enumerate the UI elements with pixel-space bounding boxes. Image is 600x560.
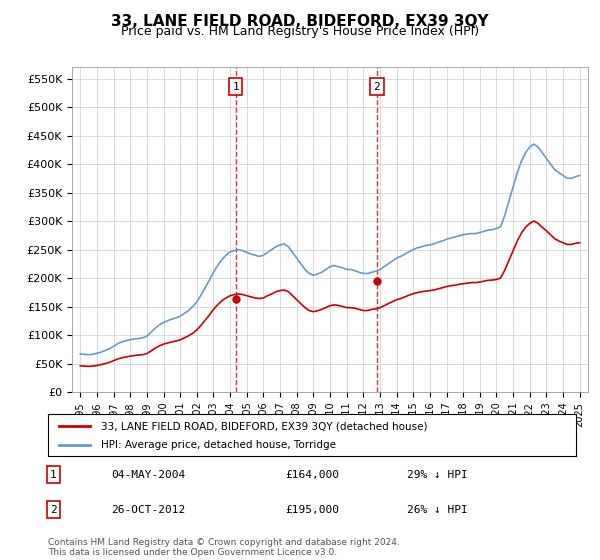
Text: 26-OCT-2012: 26-OCT-2012 xyxy=(112,505,185,515)
Text: 33, LANE FIELD ROAD, BIDEFORD, EX39 3QY: 33, LANE FIELD ROAD, BIDEFORD, EX39 3QY xyxy=(111,14,489,29)
Text: 2: 2 xyxy=(50,505,56,515)
Text: £164,000: £164,000 xyxy=(286,470,340,479)
Text: 1: 1 xyxy=(232,82,239,92)
Text: 29% ↓ HPI: 29% ↓ HPI xyxy=(407,470,468,479)
Text: 1: 1 xyxy=(50,470,56,479)
Text: 26% ↓ HPI: 26% ↓ HPI xyxy=(407,505,468,515)
Text: HPI: Average price, detached house, Torridge: HPI: Average price, detached house, Torr… xyxy=(101,440,336,450)
Text: £195,000: £195,000 xyxy=(286,505,340,515)
Text: Price paid vs. HM Land Registry's House Price Index (HPI): Price paid vs. HM Land Registry's House … xyxy=(121,25,479,38)
Text: Contains HM Land Registry data © Crown copyright and database right 2024.
This d: Contains HM Land Registry data © Crown c… xyxy=(48,538,400,557)
Text: 04-MAY-2004: 04-MAY-2004 xyxy=(112,470,185,479)
Text: 33, LANE FIELD ROAD, BIDEFORD, EX39 3QY (detached house): 33, LANE FIELD ROAD, BIDEFORD, EX39 3QY … xyxy=(101,421,427,431)
Text: 2: 2 xyxy=(374,82,380,92)
